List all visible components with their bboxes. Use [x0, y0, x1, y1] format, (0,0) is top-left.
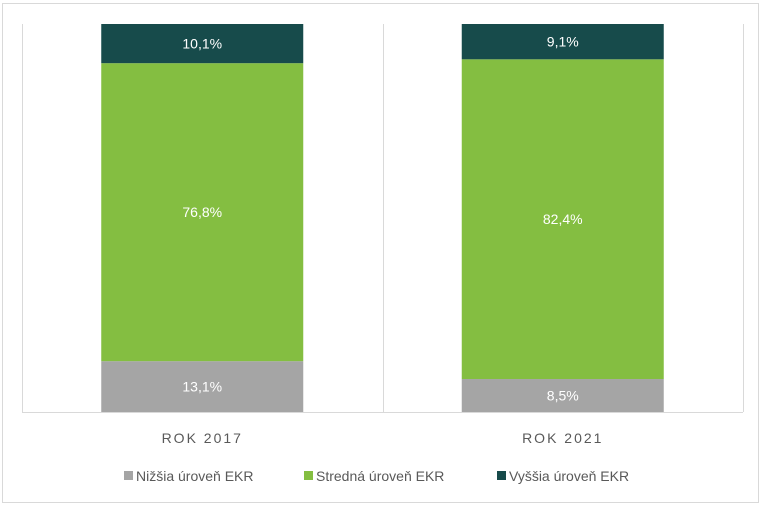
legend-swatch — [304, 471, 313, 480]
data-label: 9,1% — [547, 34, 579, 50]
data-label: 13,1% — [182, 379, 222, 395]
legend-swatch — [497, 471, 506, 480]
bar-segment — [101, 24, 304, 64]
bar-segment — [461, 379, 664, 412]
bar-segment — [101, 361, 304, 412]
legend-label: Nižšia úroveň EKR — [136, 468, 254, 484]
category-label: ROK 2017 — [162, 430, 243, 446]
bar-segment — [461, 24, 664, 60]
legend-label: Vyššia úroveň EKR — [509, 468, 629, 484]
data-label: 8,5% — [547, 388, 579, 404]
data-label: 76,8% — [182, 204, 222, 220]
bar-segment — [461, 59, 664, 380]
legend-swatch — [124, 471, 133, 480]
data-label: 82,4% — [543, 211, 583, 227]
bar-segment — [101, 63, 304, 362]
legend-label: Stredná úroveň EKR — [316, 468, 444, 484]
data-label: 10,1% — [182, 36, 222, 52]
category-label: ROK 2021 — [522, 430, 603, 446]
chart-frame — [2, 3, 759, 503]
